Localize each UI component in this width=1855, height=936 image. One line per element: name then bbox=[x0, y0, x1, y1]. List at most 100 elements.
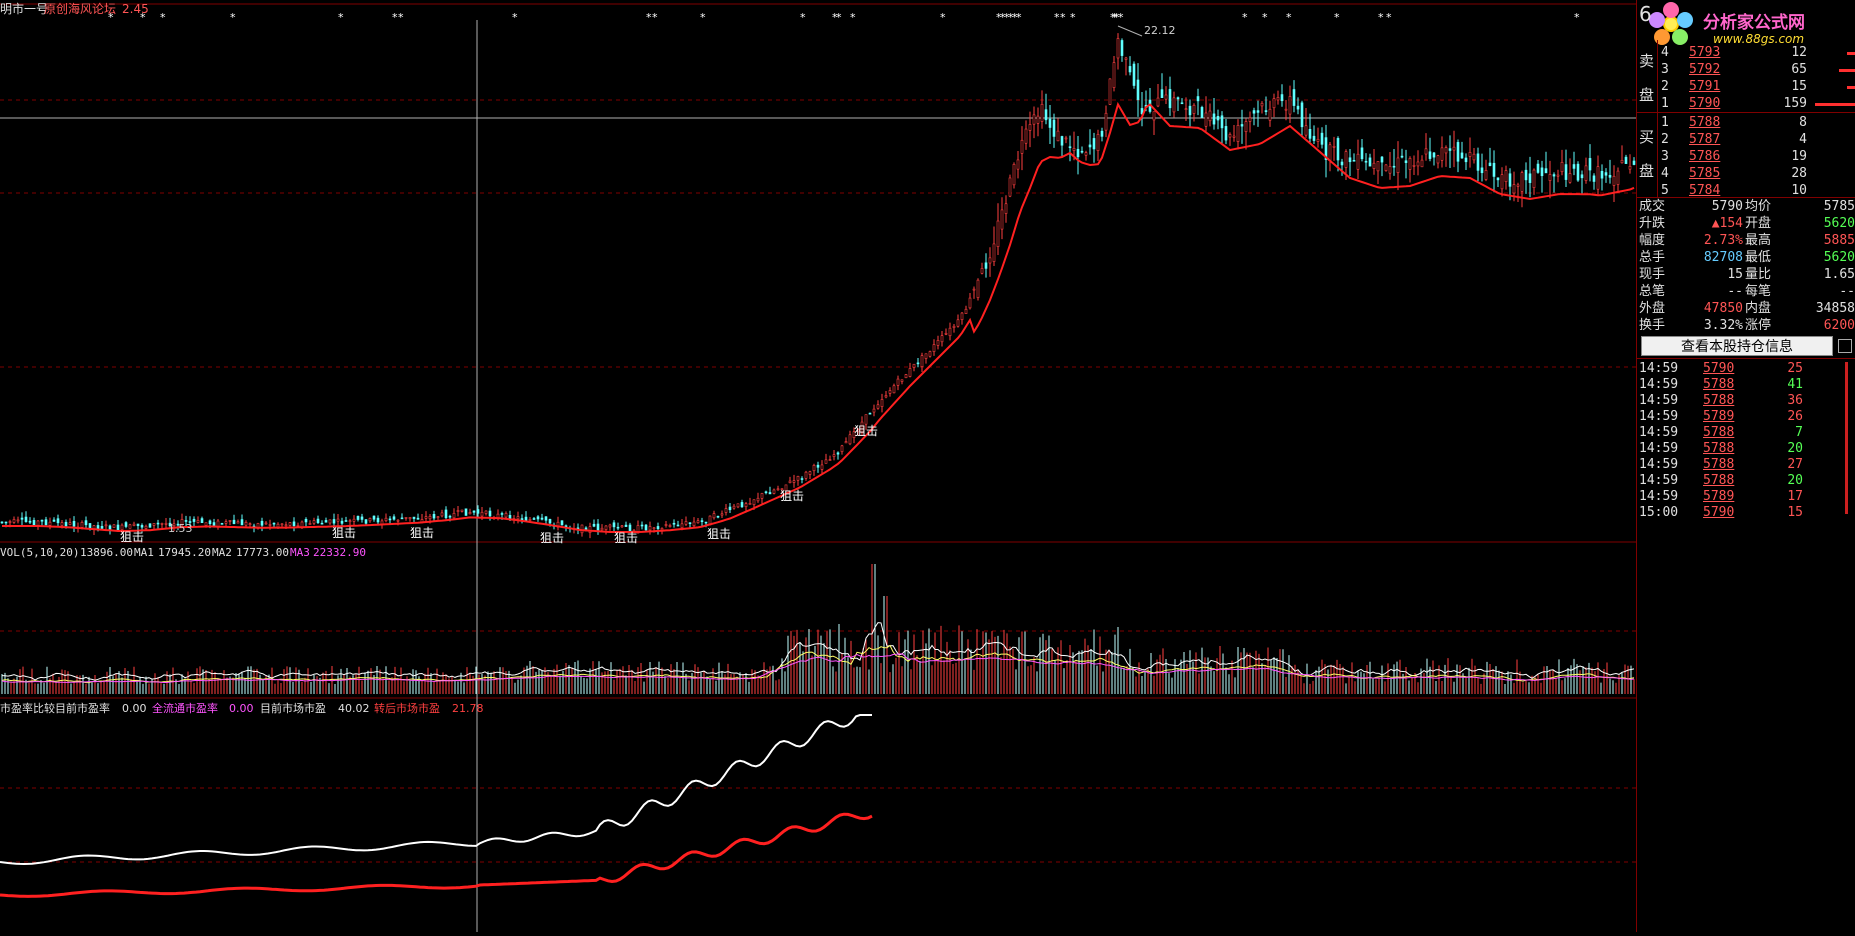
candle-body bbox=[824, 459, 828, 464]
holdings-button[interactable]: 查看本股持仓信息 bbox=[1641, 336, 1833, 356]
candle-body bbox=[348, 520, 352, 523]
candle-body bbox=[1596, 166, 1600, 190]
candle-body bbox=[68, 522, 72, 525]
candle-body bbox=[212, 522, 216, 526]
candle-body bbox=[1496, 177, 1500, 181]
stat-label: 最高 bbox=[1745, 233, 1772, 248]
candle-body bbox=[20, 517, 24, 520]
candle-body bbox=[664, 524, 668, 526]
candle-body bbox=[440, 512, 444, 517]
candle-body bbox=[676, 524, 680, 527]
candle-body bbox=[280, 523, 284, 526]
volume-bar bbox=[1847, 52, 1855, 55]
candle-body bbox=[1052, 119, 1056, 137]
flower-logo-icon bbox=[1649, 2, 1693, 45]
star-marker: * bbox=[1378, 11, 1384, 24]
stat-row: 总手 82708 最低 5620 bbox=[1637, 249, 1855, 266]
tick-scroll-bar[interactable] bbox=[1845, 362, 1848, 514]
candle-body bbox=[116, 524, 120, 531]
candle-body bbox=[24, 516, 28, 522]
candle-body bbox=[540, 517, 544, 520]
candle-body bbox=[428, 515, 432, 520]
tick-volume: 17 bbox=[1787, 489, 1803, 504]
candle-body bbox=[764, 491, 768, 494]
candle-body bbox=[1440, 147, 1444, 161]
candle-body bbox=[1120, 40, 1124, 56]
candle-body bbox=[580, 524, 584, 534]
candle-body bbox=[728, 506, 732, 511]
candle-body bbox=[864, 414, 868, 425]
tick-row: 14:59 5789 26 bbox=[1637, 408, 1855, 425]
candle-body bbox=[292, 521, 296, 526]
candle-body bbox=[1572, 164, 1576, 169]
tick-volume: 25 bbox=[1787, 361, 1803, 376]
signal-label: 狙击 bbox=[780, 489, 804, 503]
stat-label: 量比 bbox=[1745, 267, 1772, 282]
candle-body bbox=[1284, 108, 1288, 111]
tick-price: 5789 bbox=[1703, 409, 1735, 424]
candle-body bbox=[412, 516, 416, 519]
candle-body bbox=[16, 519, 20, 522]
candle-body bbox=[4, 521, 8, 524]
order-price: 5793 bbox=[1689, 45, 1721, 60]
candle-body bbox=[224, 521, 228, 524]
star-marker: * bbox=[1016, 11, 1022, 24]
candle-body bbox=[1364, 160, 1368, 163]
candle-body bbox=[296, 524, 300, 527]
tick-row: 14:59 5790 25 bbox=[1637, 360, 1855, 377]
candle-body bbox=[100, 526, 104, 529]
tick-volume: 26 bbox=[1787, 409, 1803, 424]
candle-body bbox=[936, 340, 940, 346]
signal-markers: * * * * * * * * * * * * ** * * ****** * * * **** * * * * * * * bbox=[108, 11, 1580, 24]
candle-body bbox=[400, 517, 404, 520]
candle-body bbox=[432, 514, 436, 519]
tick-price: 5790 bbox=[1703, 505, 1735, 520]
candle-body bbox=[1576, 163, 1580, 181]
candle-body bbox=[244, 522, 248, 526]
candle-body bbox=[1128, 66, 1132, 73]
stat-value: 82708 bbox=[1703, 250, 1743, 265]
tick-price: 5788 bbox=[1703, 473, 1735, 488]
candle-body bbox=[856, 429, 860, 433]
candle-body bbox=[1400, 155, 1404, 158]
stat-value: ▲154 bbox=[1711, 216, 1743, 231]
kline-chart[interactable]: 明市一号 原创海风论坛 2.45 * * * * * * * * * * * * ** * * ****** *… bbox=[0, 0, 1636, 932]
tick-price: 5789 bbox=[1703, 489, 1735, 504]
holdings-checkbox[interactable] bbox=[1838, 339, 1852, 353]
candle-body bbox=[356, 515, 360, 520]
candle-body bbox=[1476, 153, 1480, 171]
star-marker: * bbox=[996, 11, 1002, 24]
stat-value: 5790 bbox=[1711, 199, 1743, 214]
candle-body bbox=[648, 526, 652, 531]
candle-body bbox=[396, 519, 400, 522]
candle-body bbox=[472, 510, 476, 513]
candle-body bbox=[660, 528, 664, 531]
candle-body bbox=[288, 522, 292, 526]
candle-body bbox=[1528, 173, 1532, 183]
candle-body bbox=[1164, 94, 1168, 100]
candle-body bbox=[1076, 148, 1080, 158]
candle-body bbox=[612, 522, 616, 528]
candle-body bbox=[156, 522, 160, 525]
candle-body bbox=[1208, 110, 1212, 122]
candle-body bbox=[1424, 148, 1428, 155]
stat-label: 换手 bbox=[1639, 318, 1666, 333]
star-marker: * bbox=[1112, 11, 1118, 24]
candle-body bbox=[248, 523, 252, 526]
chart-area[interactable]: 明市一号 原创海风论坛 2.45 * * * * * * * * * * * * * * * * * * * * * * *… bbox=[0, 0, 1636, 932]
candle-body bbox=[780, 488, 784, 491]
candle-body bbox=[1296, 105, 1300, 110]
candle-body bbox=[128, 524, 132, 529]
candle-body bbox=[656, 526, 660, 530]
candle-body bbox=[1020, 139, 1024, 154]
order-level: 1 bbox=[1661, 96, 1669, 111]
candle-body bbox=[1108, 78, 1112, 105]
candle-body bbox=[28, 520, 32, 523]
candle-body bbox=[808, 471, 812, 475]
market-pe-label: 目前市场市盈 bbox=[260, 701, 326, 715]
candle-body bbox=[888, 390, 892, 394]
candle-body bbox=[260, 520, 264, 526]
candle-body bbox=[120, 524, 124, 531]
tick-volume: 27 bbox=[1787, 457, 1803, 472]
tick-row: 14:59 5788 36 bbox=[1637, 392, 1855, 409]
